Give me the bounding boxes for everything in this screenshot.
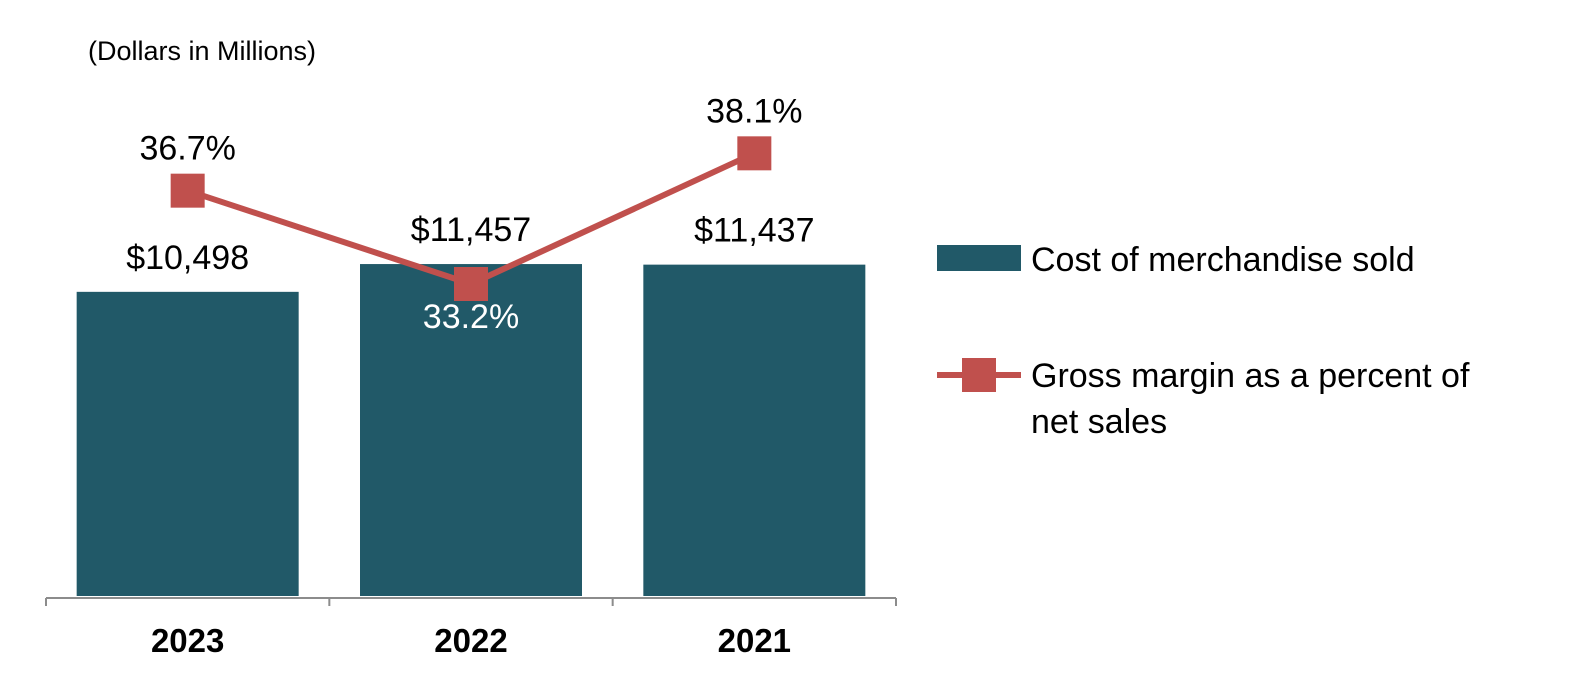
bar-2021 (643, 264, 866, 596)
gross-margin-marker-2023 (170, 173, 205, 208)
legend-line-label: Gross margin as a percent of net sales (1031, 357, 1479, 441)
bar-value-label-2022: $11,457 (411, 211, 531, 249)
gross-margin-label-2021: 38.1% (706, 92, 802, 130)
bar-2023 (76, 291, 299, 596)
x-tick-label-2022: 2022 (434, 622, 507, 659)
legend-bar-label: Cost of merchandise sold (1031, 241, 1415, 279)
gross-margin-marker-2022 (454, 267, 488, 301)
gross-margin-label-2022: 33.2% (423, 298, 519, 336)
x-tick-label-2021: 2021 (718, 622, 791, 659)
bar-2022 (360, 264, 582, 596)
legend-bar-swatch (937, 245, 1021, 271)
legend-line-label-line-1: Gross margin as a percent of (1031, 357, 1470, 395)
gross-margin-marker-2021 (737, 136, 772, 171)
chart-subtitle: (Dollars in Millions) (88, 36, 316, 66)
x-axis: 2023 2022 2021 (45, 597, 897, 659)
bars-group: $10,498 $11,457 $11,437 (76, 211, 866, 596)
x-tick-label-2023: 2023 (151, 622, 224, 659)
line-group: 36.7% 33.2% 38.1% (139, 92, 802, 336)
gross-margin-label-2023: 36.7% (139, 130, 235, 168)
bar-value-label-2021: $11,437 (694, 212, 814, 250)
bar-value-label-2023: $10,498 (126, 239, 249, 277)
legend: Cost of merchandise sold Gross margin as… (937, 241, 1479, 441)
legend-line-marker (962, 358, 996, 392)
legend-line-label-line-2: net sales (1031, 403, 1167, 441)
